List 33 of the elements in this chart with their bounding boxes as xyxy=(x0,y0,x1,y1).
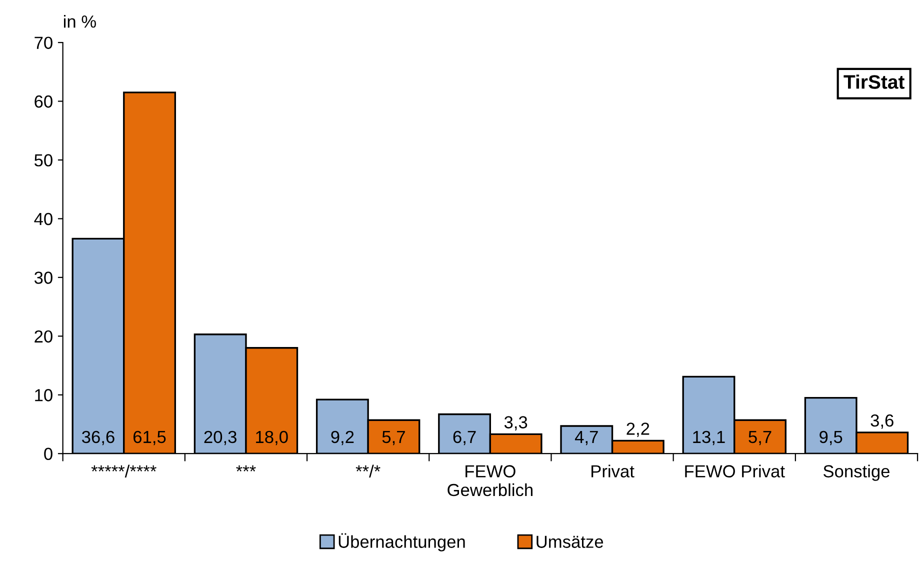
y-tick-label: 60 xyxy=(34,95,52,108)
x-tick-label: *****/**** xyxy=(91,464,156,478)
data-label: 4,7 xyxy=(574,431,598,446)
data-label: 9,5 xyxy=(820,430,842,446)
x-tick-label: Sonstige xyxy=(823,464,890,481)
x-tick-label: Privat xyxy=(592,464,634,478)
data-label: 3,6 xyxy=(870,414,894,429)
y-tick-label: 10 xyxy=(35,389,52,402)
x-tick-label: FEWO Privat xyxy=(685,464,785,478)
data-label: 20,3 xyxy=(204,430,236,446)
data-label: 6,7 xyxy=(453,430,476,446)
data-label: 5,7 xyxy=(382,431,405,446)
x-tick-label: *** xyxy=(236,465,256,472)
data-label: 13,1 xyxy=(693,430,725,446)
data-label: 3,3 xyxy=(504,416,528,430)
y-tick-label: 0 xyxy=(44,448,52,460)
y-tick-label: 70 xyxy=(34,36,52,49)
y-axis-title: in % xyxy=(64,15,96,28)
y-tick-label: 20 xyxy=(34,330,52,343)
x-tick-label: **/* xyxy=(356,464,380,478)
data-label: 5,7 xyxy=(748,431,772,446)
data-label: 36,6 xyxy=(82,430,114,446)
y-tick-label: 30 xyxy=(34,272,52,284)
y-tick-label: 40 xyxy=(34,212,52,226)
legend-label: Übernachtungen xyxy=(338,533,465,552)
data-label: 9,2 xyxy=(331,430,354,446)
y-tick-label: 50 xyxy=(34,154,52,166)
data-label: 18,0 xyxy=(256,430,288,446)
legend-label: Umsätze xyxy=(536,536,604,548)
data-label: 2,2 xyxy=(626,422,650,437)
x-tick-label: FEWO Gewerblich xyxy=(448,465,532,496)
data-label: 61,5 xyxy=(134,430,166,446)
annotation: TirStat xyxy=(844,74,904,89)
